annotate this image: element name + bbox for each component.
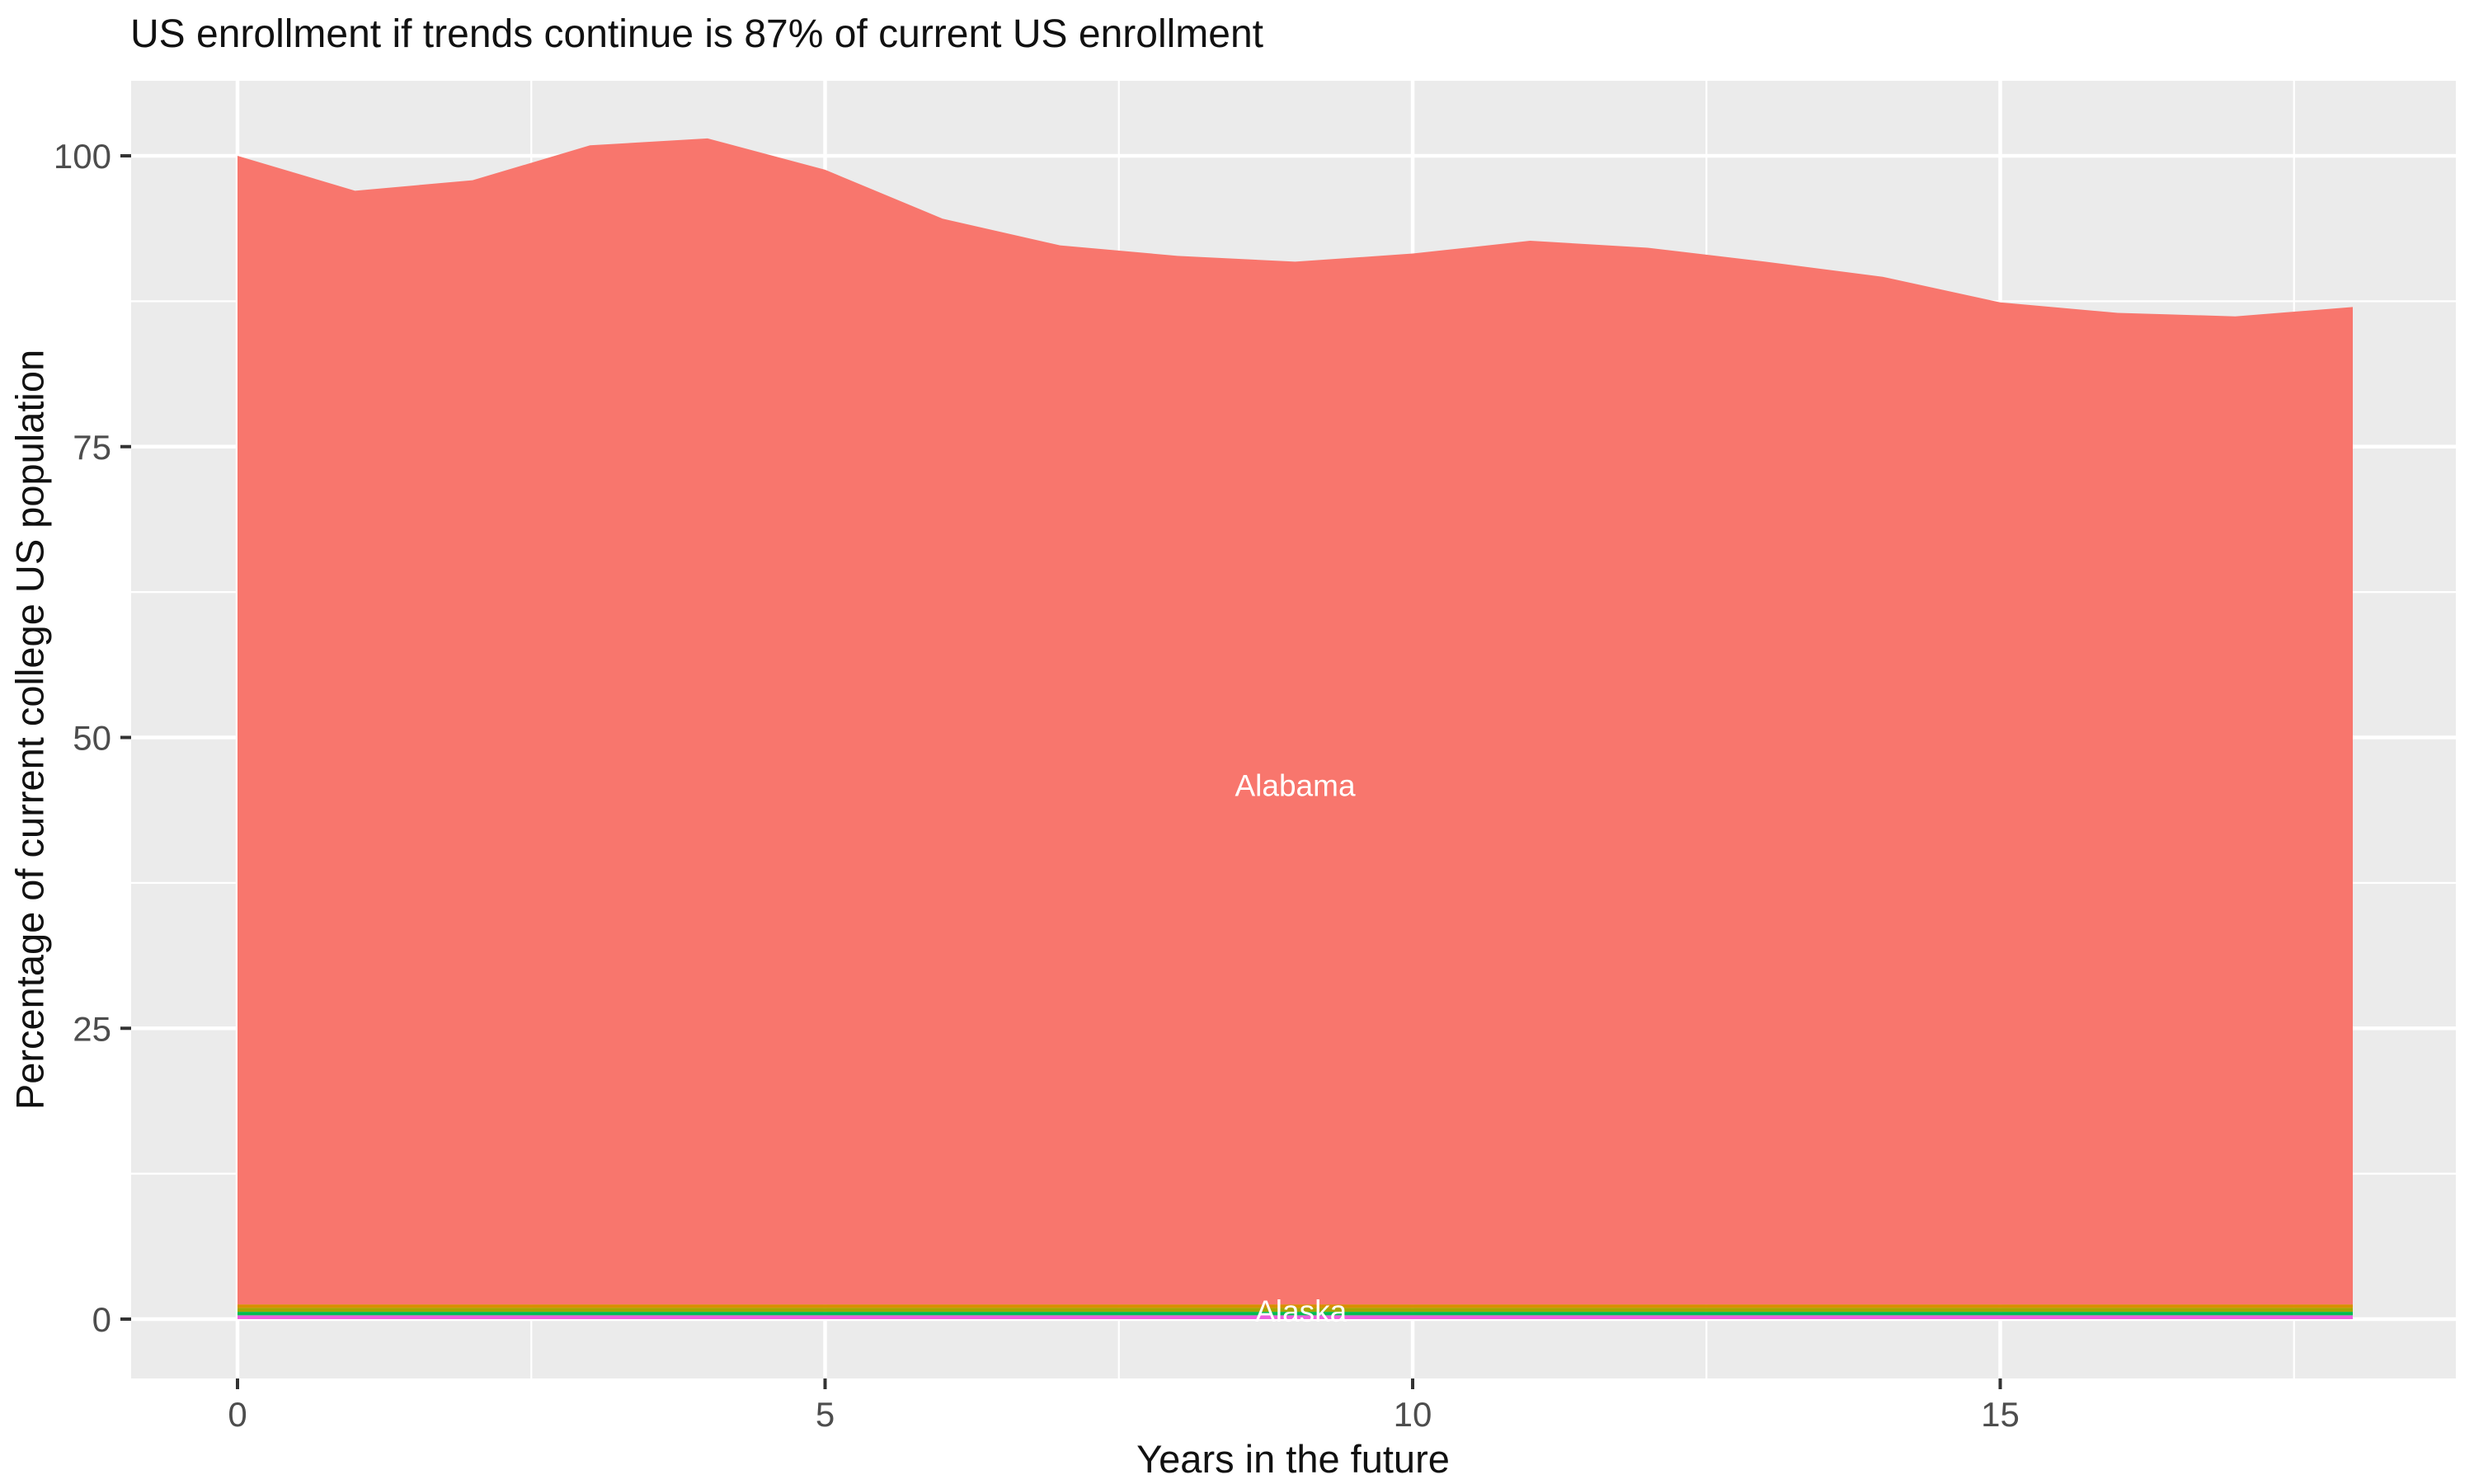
y-tick-label: 75 — [73, 428, 111, 467]
area-alabama — [238, 138, 2353, 1305]
x-tick-label: 10 — [1394, 1395, 1432, 1434]
plot-title: US enrollment if trends continue is 87% … — [130, 12, 1263, 56]
y-tick-label: 100 — [54, 137, 111, 176]
area-band — [238, 1308, 2353, 1313]
x-tick-label: 0 — [228, 1395, 247, 1434]
area-label-alabama: Alabama — [1235, 768, 1355, 802]
y-tick-label: 0 — [92, 1300, 111, 1339]
area-labels: Alabama Alaska — [1235, 768, 1355, 1328]
tick-labels: 0 5 10 15 0 25 50 75 100 — [54, 137, 2020, 1434]
stacked-areas — [238, 138, 2353, 1319]
area-band — [238, 1312, 2353, 1316]
y-axis-title: Percentage of current college US populat… — [7, 349, 52, 1111]
x-axis-title: Years in the future — [1136, 1437, 1450, 1481]
x-tick-label: 15 — [1981, 1395, 2020, 1434]
area-label-alaska: Alaska — [1255, 1294, 1347, 1328]
y-tick-label: 50 — [73, 719, 111, 758]
area-band — [238, 1315, 2353, 1319]
y-tick-label: 25 — [73, 1009, 111, 1048]
axis-ticks — [120, 154, 2002, 1389]
x-tick-label: 5 — [816, 1395, 835, 1434]
area-alaska — [238, 1304, 2353, 1308]
